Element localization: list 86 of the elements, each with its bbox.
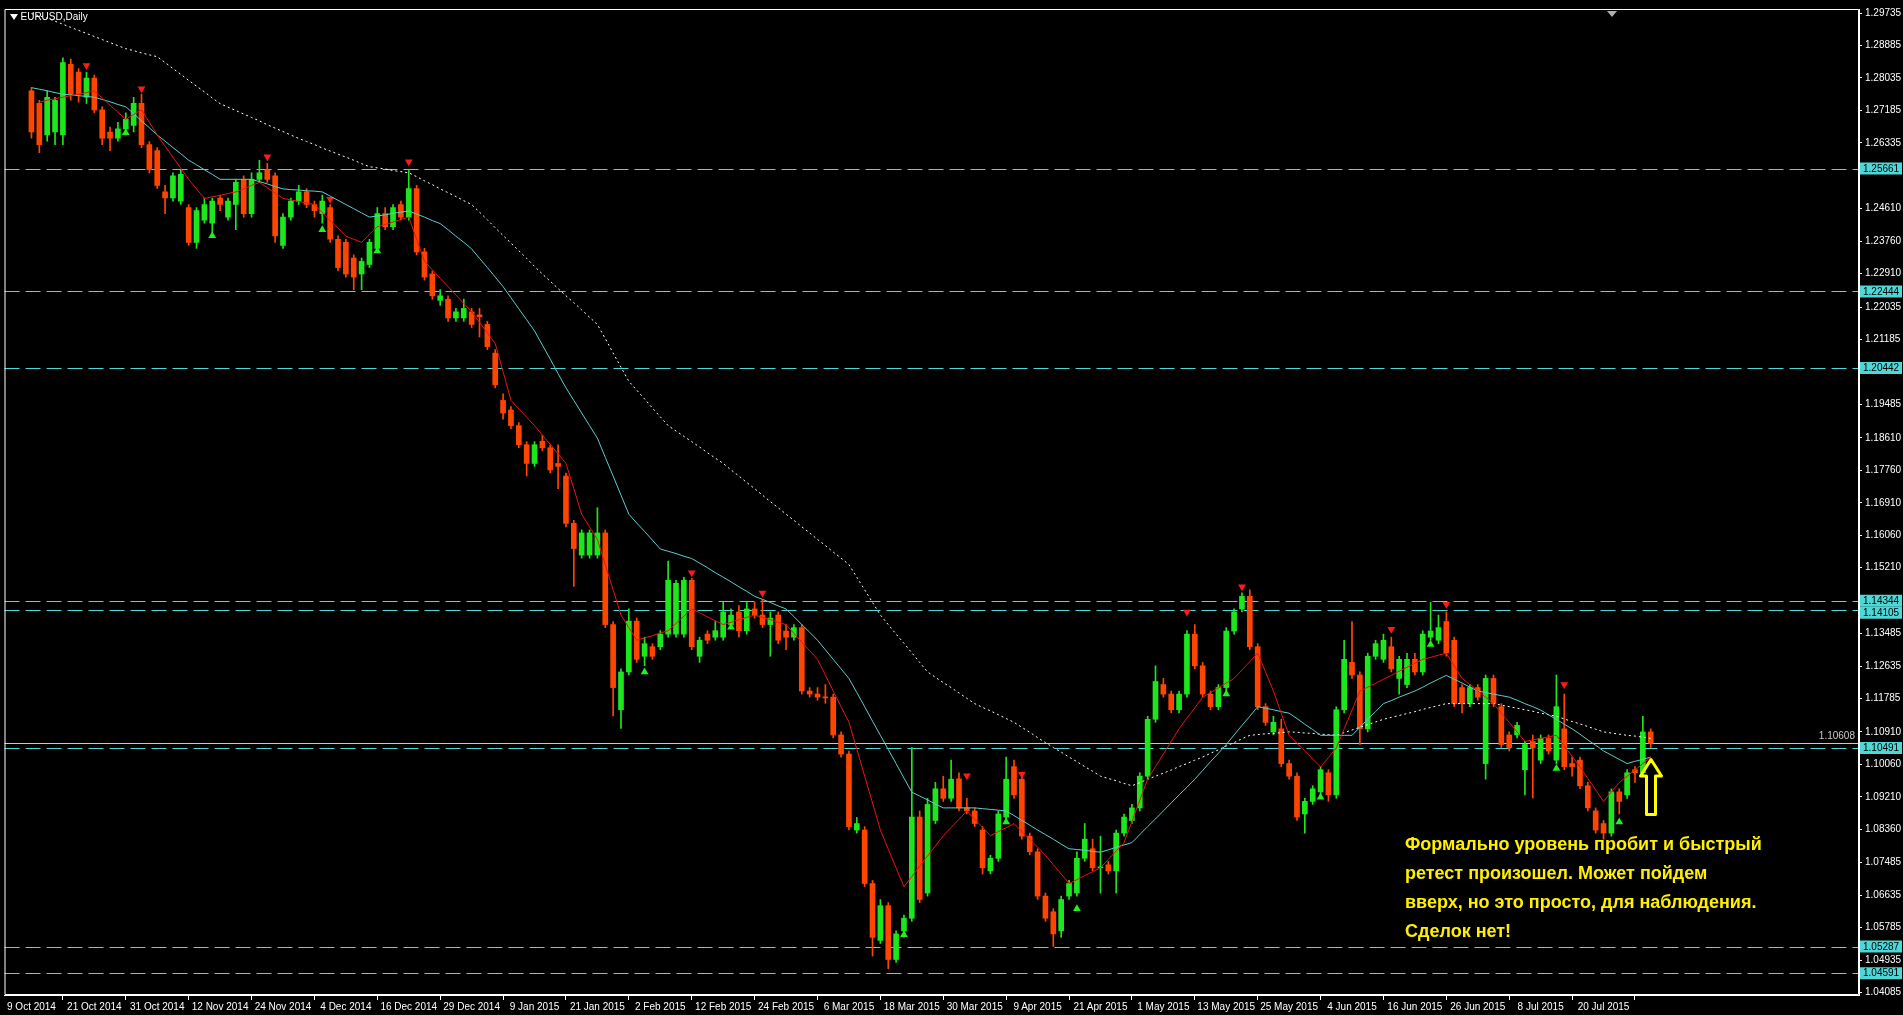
y-tick-label: 1.04085	[1865, 986, 1902, 998]
x-tick-label: 16 Jun 2015	[1387, 1000, 1443, 1012]
y-tick-label: 1.10060	[1865, 758, 1902, 770]
ref-line-label: 1.05287	[1863, 940, 1900, 952]
y-tick-label: 1.22910	[1865, 267, 1902, 279]
x-tick-label: 24 Nov 2014	[254, 1000, 312, 1012]
point	[1615, 817, 1624, 825]
ref-line-label: 1.25661	[1863, 162, 1900, 174]
point	[1017, 772, 1026, 779]
point	[1072, 904, 1081, 911]
y-tick-label: 1.11785	[1865, 692, 1901, 704]
y-tick-label: 1.22035	[1865, 300, 1902, 312]
y-tick-label: 1.28885	[1865, 39, 1902, 51]
y-tick-label: 1.24610	[1865, 202, 1902, 214]
point	[900, 930, 908, 937]
x-tick-label: 30 Mar 2015	[946, 1000, 1004, 1012]
x-tick-label: 18 Mar 2015	[883, 1000, 941, 1012]
x-tick-label: 26 Jun 2015	[1450, 1000, 1506, 1012]
point	[1002, 817, 1011, 825]
y-tick-label: 1.05785	[1865, 921, 1902, 933]
y-tick-label: 1.26335	[1865, 136, 1902, 148]
ref-line-label: 1.14105	[1863, 607, 1900, 618]
x-tick-label: 1 May 2015	[1137, 1000, 1190, 1012]
x-tick-label: 13 May 2015	[1197, 1000, 1256, 1012]
x-tick-label: 12 Feb 2015	[695, 1000, 752, 1012]
y-tick-label: 1.09210	[1865, 790, 1902, 802]
y-tick-label: 1.29735	[1865, 6, 1902, 18]
point	[1442, 602, 1451, 609]
ref-line-label: 1.14344	[1863, 595, 1900, 606]
y-tick-label: 1.08360	[1865, 823, 1902, 835]
point	[318, 225, 327, 232]
ref-line-label: 1.10491	[1863, 742, 1900, 754]
ref-line-label: 1.20442	[1863, 362, 1900, 374]
point	[137, 86, 146, 94]
ref-line-label: 1.10608	[1818, 730, 1856, 742]
x-tick-label: 21 Oct 2014	[67, 1000, 123, 1012]
y-tick-label: 1.23760	[1865, 234, 1902, 246]
y-tick-label: 1.16060	[1865, 528, 1902, 540]
point	[687, 570, 696, 578]
y-tick-label: 1.15210	[1865, 561, 1902, 573]
y-tick-label: 1.21185	[1865, 333, 1901, 345]
point	[1387, 626, 1396, 634]
x-tick-label: 24 Feb 2015	[757, 1000, 815, 1012]
point	[121, 128, 130, 135]
x-tick-label: 9 Jan 2015	[509, 1000, 560, 1012]
x-tick-label: 29 Dec 2014	[443, 1000, 501, 1012]
point	[758, 590, 767, 598]
x-tick-label: 6 Mar 2015	[823, 1000, 875, 1012]
annotation: Формально уровень пробит и быстрый ретест произошел. Может пойдем вверх, но это просто, для наблюдения. Сделок нет!	[1405, 833, 1763, 943]
y-tick-label: 1.07485	[1865, 856, 1902, 868]
point	[208, 231, 217, 239]
x-tick-label: 9 Apr 2015	[1013, 1000, 1063, 1012]
point	[1183, 609, 1191, 617]
point	[1426, 639, 1435, 647]
y-tick-label: 1.27185	[1865, 104, 1902, 116]
x-tick-label: 25 May 2015	[1260, 1000, 1319, 1012]
x-tick-label: 21 Jan 2015	[569, 1000, 626, 1012]
x-tick-label: 31 Oct 2014	[129, 1000, 185, 1012]
y-tick-label: 1.19485	[1865, 398, 1902, 410]
y-tick-label: 1.04935	[1865, 953, 1902, 965]
y-tick-label: 1.06635	[1865, 888, 1902, 900]
y-tick-label: 1.17760	[1865, 464, 1902, 476]
x-tick-label: 8 Jul 2015	[1517, 1000, 1565, 1012]
y-tick-label: 1.28035	[1865, 71, 1902, 83]
y-tick-label: 1.18610	[1865, 431, 1902, 443]
ref-line-label: 1.22444	[1863, 285, 1900, 297]
x-tick-label: 20 Jul 2015	[1577, 1000, 1630, 1012]
ref-line-label: 1.04591	[1863, 967, 1900, 979]
point	[373, 246, 382, 254]
point	[1560, 682, 1569, 690]
y-tick-label: 1.10910	[1865, 725, 1902, 737]
point	[1552, 764, 1561, 771]
x-tick-label: 4 Jun 2015	[1327, 1000, 1378, 1012]
y-tick-label: 1.13485	[1865, 627, 1902, 639]
x-tick-label: 9 Oct 2014	[7, 1000, 57, 1012]
x-tick-label: 4 Dec 2014	[320, 1000, 372, 1012]
chart-title: EURUSD,Daily	[20, 11, 88, 23]
x-tick-label: 16 Dec 2014	[380, 1000, 438, 1012]
x-tick-label: 2 Feb 2015	[634, 1000, 687, 1012]
x-tick-label: 21 Apr 2015	[1073, 1000, 1128, 1012]
y-tick-label: 1.16910	[1865, 496, 1902, 508]
y-tick-label: 1.12635	[1865, 659, 1902, 671]
point	[1316, 792, 1325, 800]
point	[82, 63, 91, 71]
x-tick-label: 12 Nov 2014	[191, 1000, 249, 1012]
point	[640, 667, 649, 675]
